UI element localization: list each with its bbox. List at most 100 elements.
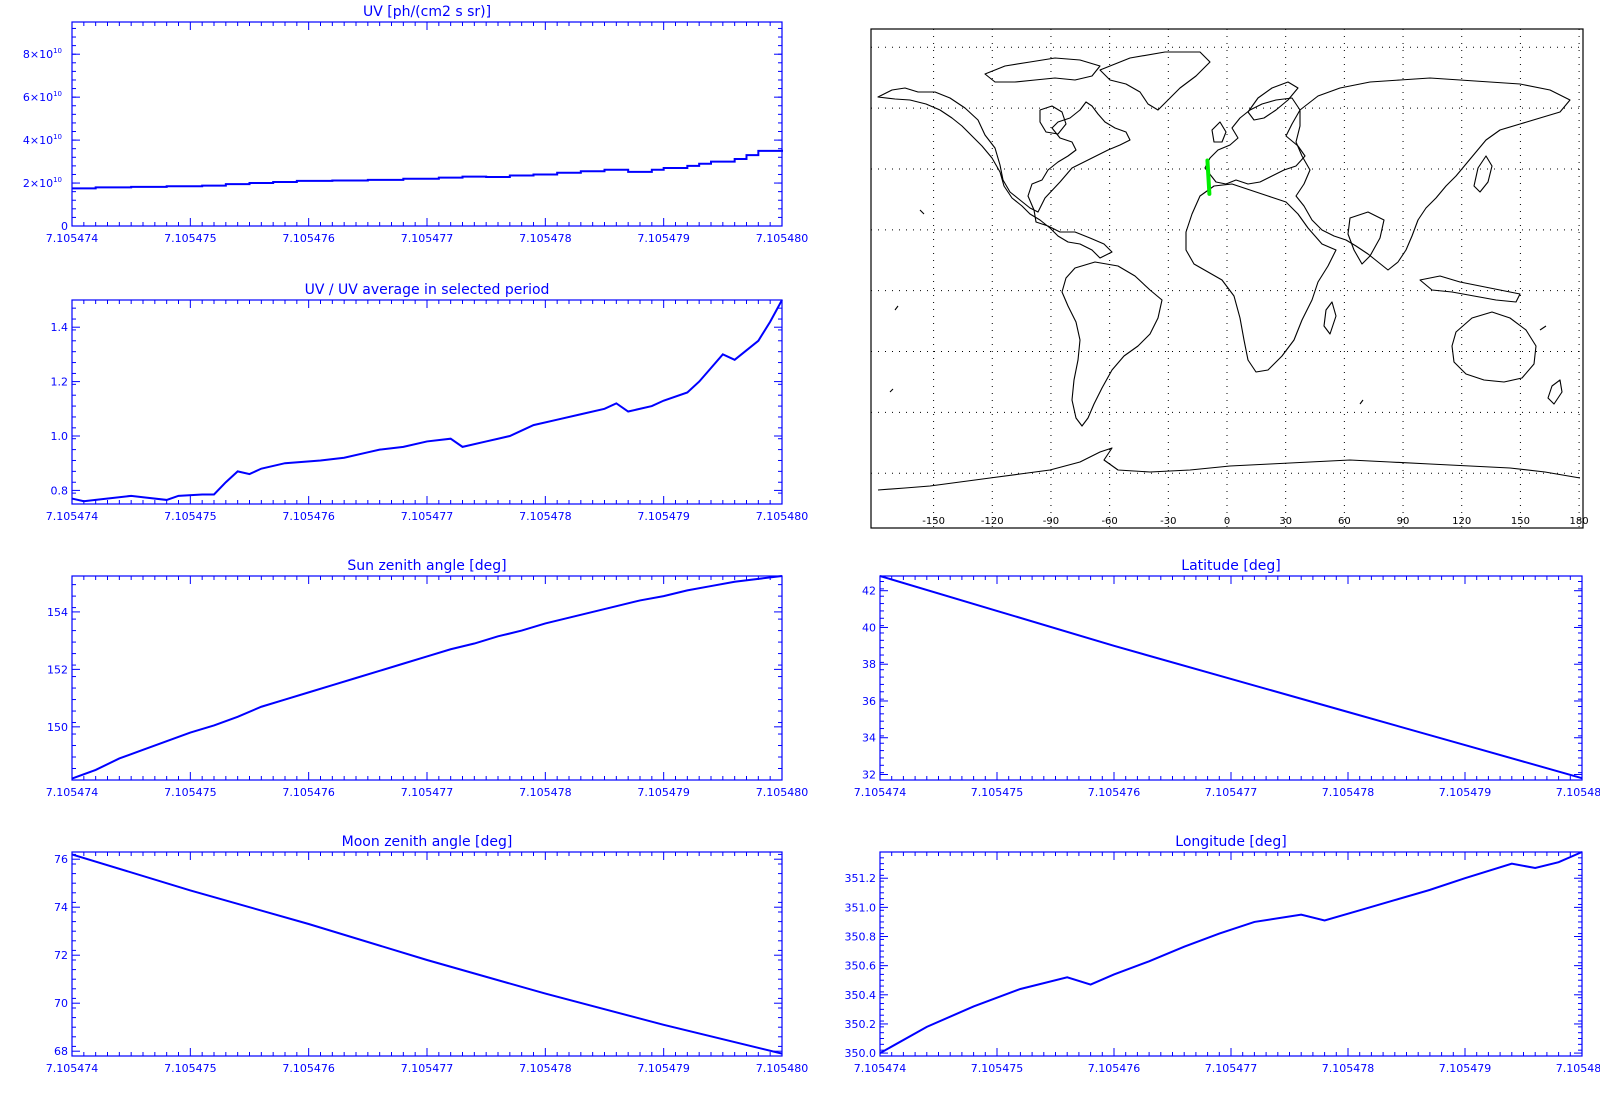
x-tick-label: 7.105479 — [637, 786, 690, 799]
plot-frame — [879, 851, 1583, 1057]
x-tick-label: 7.105475 — [164, 510, 217, 523]
coast-africa — [1185, 183, 1337, 373]
x-tick-label: 7.105476 — [1088, 1062, 1141, 1075]
x-tick-label: 7.105475 — [164, 232, 217, 245]
series-line — [879, 851, 1583, 1054]
x-tick-label: 7.105475 — [971, 786, 1024, 799]
coast-scandinavia — [1247, 81, 1299, 121]
satellite-track — [1205, 158, 1212, 196]
x-tick-label: 7.105479 — [637, 1062, 690, 1075]
y-tick-label: 154 — [47, 606, 68, 619]
chart-title: Longitude [deg] — [1175, 834, 1286, 850]
x-tick-label: 7.105474 — [854, 786, 907, 799]
x-tick-label: 7.105476 — [282, 786, 335, 799]
y-tick-label: 40 — [862, 621, 876, 634]
map-longitude-label: -60 — [1101, 516, 1117, 527]
y-tick-label: 0.8 — [51, 484, 69, 497]
coast-islands-pacific — [889, 209, 1547, 405]
chart-title: Latitude [deg] — [1181, 558, 1280, 574]
y-tick-label: 32 — [862, 768, 876, 781]
x-tick-label: 7.105476 — [1088, 786, 1141, 799]
x-tick-label: 7.105477 — [1205, 786, 1258, 799]
plot-frame — [71, 851, 783, 1057]
coast-japan — [1473, 155, 1493, 193]
chart-latitude: Latitude [deg] 7.105474 7.105475 7.105476 7.… — [854, 558, 1600, 799]
x-tick-label: 7.105478 — [519, 510, 572, 523]
coast-hudson-bay — [1039, 105, 1067, 135]
y-tick-label: 68 — [54, 1045, 68, 1058]
y-tick-label: 0 — [61, 220, 68, 233]
map-longitude-label: -30 — [1160, 516, 1176, 527]
plot-frame — [71, 21, 783, 227]
x-tick-label: 7.105474 — [854, 1062, 907, 1075]
x-tick-label: 7.105480 — [756, 786, 809, 799]
x-tick-label: 7.105475 — [164, 1062, 217, 1075]
y-tick-label: 70 — [54, 997, 68, 1010]
y-tick-label: 76 — [54, 853, 68, 866]
x-tick-label: 7.105478 — [519, 1062, 572, 1075]
coast-north-america — [877, 87, 1131, 259]
series-line — [72, 149, 783, 190]
chart-uv: UV [ph/(cm2 s sr)] 7.105474 7.105475 7.1054… — [23, 4, 808, 245]
x-tick-label: 7.105480 — [1556, 786, 1600, 799]
map-frame — [870, 28, 1584, 529]
map-coastlines — [877, 51, 1581, 491]
x-tick-label: 7.105478 — [1322, 786, 1375, 799]
x-tick-label: 7.105479 — [1439, 786, 1492, 799]
x-tick-label: 7.105477 — [401, 786, 454, 799]
x-tick-label: 7.105477 — [401, 232, 454, 245]
x-tick-label: 7.105479 — [637, 510, 690, 523]
y-tick-label: 36 — [862, 695, 876, 708]
y-tick-label: 4×1010 — [23, 133, 62, 147]
chart-uv-ratio: UV / UV average in selected period 7.1054… — [46, 282, 809, 523]
chart-moon-zenith: Moon zenith angle [deg] 7.105474 7.105475 7… — [46, 834, 809, 1075]
map-longitude-label: 150 — [1511, 516, 1530, 527]
x-tick-label: 7.105479 — [637, 232, 690, 245]
y-tick-label: 152 — [47, 663, 68, 676]
y-tick-label: 2×1010 — [23, 176, 62, 190]
chart-title: Moon zenith angle [deg] — [342, 834, 513, 850]
map-longitude-label: 90 — [1397, 516, 1410, 527]
map-longitude-label: -120 — [981, 516, 1004, 527]
y-tick-label: 1.4 — [51, 321, 69, 334]
y-tick-label: 350.0 — [845, 1047, 877, 1060]
coast-british-isles — [1211, 121, 1227, 143]
series-line — [71, 299, 783, 503]
x-tick-label: 7.105475 — [971, 1062, 1024, 1075]
x-tick-label: 7.105477 — [1205, 1062, 1258, 1075]
coast-arctic-islands — [984, 57, 1101, 83]
y-tick-label: 1.2 — [51, 376, 69, 389]
plot-frame — [71, 299, 783, 505]
y-tick-label: 350.8 — [845, 931, 877, 944]
chart-longitude: Longitude [deg] 7.105474 7.105475 7.105476 7… — [845, 834, 1600, 1075]
y-tick-label: 350.6 — [845, 960, 877, 973]
x-tick-label: 7.105480 — [1556, 1062, 1600, 1075]
map-longitude-label: -90 — [1043, 516, 1059, 527]
y-tick-label: 6×1010 — [23, 90, 62, 104]
x-tick-label: 7.105474 — [46, 510, 99, 523]
y-tick-label: 150 — [47, 721, 68, 734]
x-tick-label: 7.105480 — [756, 1062, 809, 1075]
y-tick-label: 8×1010 — [23, 47, 62, 61]
x-tick-label: 7.105475 — [164, 786, 217, 799]
map-longitude-label: 120 — [1452, 516, 1471, 527]
coast-greenland — [1099, 51, 1211, 111]
x-tick-label: 7.105476 — [282, 1062, 335, 1075]
x-tick-label: 7.105480 — [756, 510, 809, 523]
world-map-panel: -150 -120 -90 -60 -30 0 30 60 90 120 150 180 — [870, 28, 1589, 529]
series-line — [879, 575, 1583, 780]
x-tick-label: 7.105479 — [1439, 1062, 1492, 1075]
map-longitude-ticks: -150 -120 -90 -60 -30 0 30 60 90 120 150 180 — [922, 516, 1588, 527]
coast-south-america — [1061, 261, 1163, 427]
plot-frame — [71, 575, 783, 781]
coast-asia — [1295, 77, 1571, 271]
x-tick-label: 7.105480 — [756, 232, 809, 245]
y-tick-label: 350.4 — [845, 989, 877, 1002]
x-tick-label: 7.105478 — [519, 786, 572, 799]
map-longitude-label: 60 — [1338, 516, 1351, 527]
y-tick-label: 34 — [862, 732, 876, 745]
map-longitude-label: -150 — [922, 516, 945, 527]
coast-indonesia — [1419, 275, 1521, 303]
y-tick-label: 1.0 — [51, 430, 69, 443]
y-tick-label: 351.0 — [845, 901, 877, 914]
